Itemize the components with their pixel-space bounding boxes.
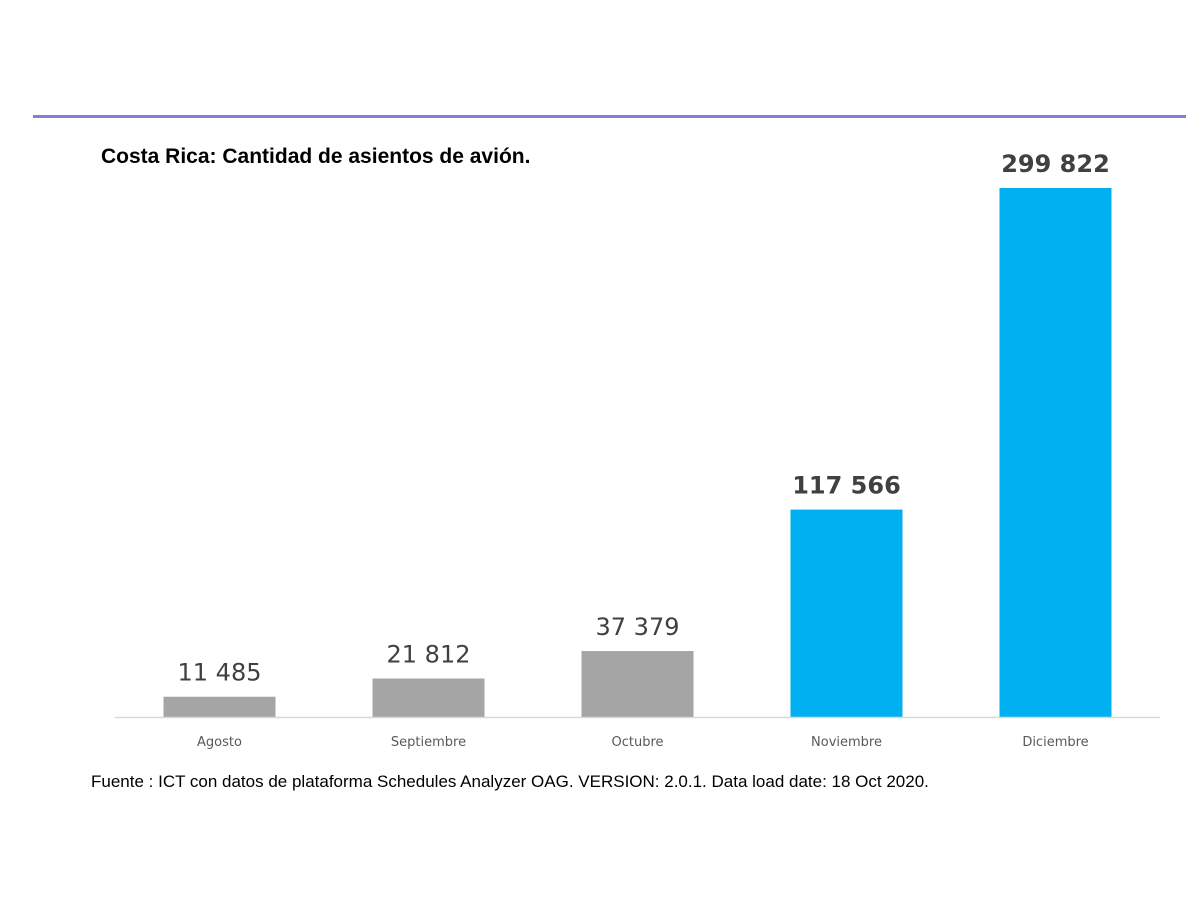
bar-septiembre: [372, 678, 485, 717]
bar-noviembre: [790, 509, 903, 717]
category-ticks-layer: Agosto Septiembre Octubre Noviembre Diciembr…: [197, 735, 1089, 750]
value-labels-layer: 11 485 21 812 37 379 117 566 299 822: [178, 150, 1110, 687]
category-label-septiembre: Septiembre: [391, 735, 466, 750]
bar-agosto: [163, 696, 276, 717]
category-label-noviembre: Noviembre: [811, 735, 882, 750]
value-label-octubre: 37 379: [596, 613, 680, 641]
category-label-agosto: Agosto: [197, 735, 242, 750]
category-label-octubre: Octubre: [611, 735, 663, 750]
value-label-diciembre: 299 822: [1001, 150, 1110, 178]
bar-diciembre: [999, 188, 1112, 717]
value-label-agosto: 11 485: [178, 659, 262, 687]
top-divider-rule: [33, 115, 1186, 118]
chart-title: Costa Rica: Cantidad de asientos de avió…: [101, 145, 531, 168]
source-note: Fuente : ICT con datos de plataforma Sch…: [91, 772, 929, 791]
value-label-noviembre: 117 566: [792, 472, 901, 500]
value-label-septiembre: 21 812: [387, 641, 471, 669]
bar-octubre: [581, 651, 694, 717]
category-label-diciembre: Diciembre: [1022, 735, 1088, 750]
bars-layer: [163, 188, 1112, 717]
